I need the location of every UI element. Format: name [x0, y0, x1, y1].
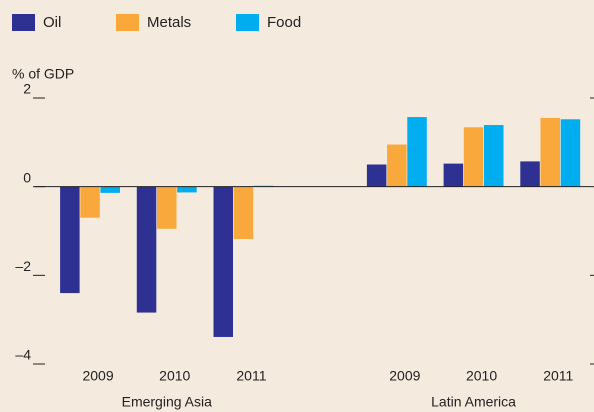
- bar: [366, 164, 387, 187]
- legend-label: Oil: [43, 14, 61, 31]
- x-tick-label: 2009: [82, 368, 113, 384]
- bar: [136, 186, 157, 313]
- bar: [463, 127, 484, 187]
- y-tick-label: –2: [15, 258, 31, 274]
- legend-swatch: [12, 14, 35, 31]
- bar: [60, 186, 80, 294]
- x-tick-label: 2010: [466, 368, 497, 384]
- bar: [80, 186, 100, 218]
- legend-swatch: [236, 14, 259, 31]
- bar: [560, 119, 581, 187]
- legend-swatch: [116, 14, 139, 31]
- bar: [233, 186, 254, 239]
- bar: [484, 125, 504, 187]
- legend-label: Food: [267, 14, 301, 31]
- bar: [540, 117, 560, 187]
- y-tick-label: 2: [23, 81, 31, 97]
- group-label: Emerging Asia: [122, 394, 212, 410]
- y-axis-label: % of GDP: [12, 66, 74, 82]
- x-tick-label: 2011: [236, 368, 266, 384]
- x-tick-label: 2010: [159, 368, 190, 384]
- bar: [157, 186, 177, 229]
- bar: [520, 161, 540, 187]
- legend-label: Metals: [147, 14, 191, 31]
- x-tick-label: 2009: [389, 368, 420, 384]
- bar: [213, 186, 233, 337]
- bar: [177, 186, 197, 193]
- bar: [100, 186, 120, 193]
- y-tick-label: –4: [15, 347, 31, 363]
- bar: [443, 163, 464, 187]
- x-tick-label: 2011: [543, 368, 573, 384]
- bar: [407, 117, 427, 187]
- group-label: Latin America: [431, 394, 516, 410]
- y-tick-label: 0: [23, 169, 31, 185]
- bar: [387, 144, 407, 187]
